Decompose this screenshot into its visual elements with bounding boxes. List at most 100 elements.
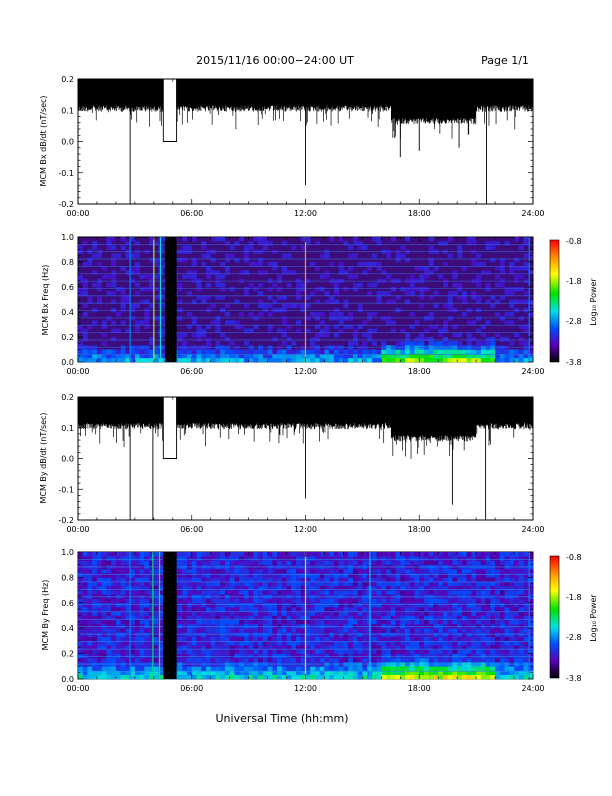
by-spectrogram-cell xyxy=(139,674,145,680)
by-spectrogram-cell xyxy=(158,577,164,582)
by-spectrogram-cell xyxy=(205,607,212,612)
by-spectrogram-cell xyxy=(191,653,197,659)
bx-spectrogram-cell xyxy=(92,253,98,259)
by-spectrogram-cell xyxy=(243,619,249,625)
bx-spectrogram-cell xyxy=(177,353,183,359)
bx-spectrogram-cell xyxy=(125,299,131,304)
by-spectrogram-cell xyxy=(158,585,164,591)
by-spectrogram-cell xyxy=(476,653,482,659)
by-spectrogram-cell xyxy=(224,628,230,633)
by-spectrogram-cell xyxy=(92,568,98,574)
by-spectrogram-cell xyxy=(130,623,136,629)
by-spectrogram-cell xyxy=(438,623,444,629)
by-spectrogram-cell xyxy=(106,636,112,642)
by-spectrogram-cell xyxy=(281,615,287,621)
by-spectrogram-cell xyxy=(158,670,164,676)
bx-spectrogram-cell xyxy=(101,357,107,363)
by-spectrogram-cell xyxy=(371,649,377,654)
bx-spectrogram-cell xyxy=(400,341,406,346)
bx-spectrogram-cell xyxy=(229,353,235,359)
by-spectrogram-cell xyxy=(523,628,529,633)
by-spectrogram-cell xyxy=(139,581,145,587)
by-spectrogram-cell xyxy=(466,598,472,604)
bx-spectrogram-cell xyxy=(499,257,505,263)
by-spectrogram-cell xyxy=(149,552,155,557)
bx-spectrogram-cell xyxy=(272,337,278,342)
by-spectrogram-cell xyxy=(187,585,193,591)
by-spectrogram-cell xyxy=(504,645,510,650)
by-spectrogram-cell xyxy=(319,674,325,680)
by-spectrogram-cell xyxy=(471,636,477,642)
by-spectrogram-cell xyxy=(509,611,515,616)
by-spectrogram-cell xyxy=(452,666,458,671)
by-spectrogram-cell xyxy=(310,611,316,616)
by-spectrogram-cell xyxy=(324,598,330,604)
bx-spectrogram-cell xyxy=(442,337,448,342)
by-spectrogram-cell xyxy=(300,556,306,561)
bx-spectrogram-cell xyxy=(111,237,117,242)
by-spectrogram-cell xyxy=(215,560,221,565)
bx-spectrogram-cell xyxy=(457,341,463,346)
by-spectrogram-cell xyxy=(277,560,283,565)
by-spectrogram-cell xyxy=(177,577,183,582)
bx-spectrogram-cell xyxy=(523,291,529,296)
by-spectrogram-cell xyxy=(201,657,207,663)
by-spectrogram-cell xyxy=(111,556,117,561)
by-spectrogram-cell xyxy=(187,628,193,633)
by-spectrogram-cell xyxy=(272,568,278,574)
bx-spectrogram-cell xyxy=(111,245,117,250)
by-spectrogram-cell xyxy=(514,670,520,676)
by-spectrogram-cell xyxy=(272,640,278,646)
by-spectrogram-cell xyxy=(305,573,311,578)
by-spectrogram-cell xyxy=(115,619,121,625)
by-spectrogram-cell xyxy=(319,568,325,574)
bx-spectrogram-cell xyxy=(158,316,164,321)
by-spectrogram-cell xyxy=(386,615,392,621)
by-spectrogram-cell xyxy=(466,590,472,595)
by-spectrogram-cell xyxy=(480,556,486,561)
bx-spectrogram-cell xyxy=(130,353,136,359)
bx-spectrogram-cell xyxy=(329,353,335,359)
by-spectrogram-cell xyxy=(428,623,434,629)
by-spectrogram-cell xyxy=(300,623,306,629)
bx-spectrogram-cell xyxy=(277,357,283,363)
by-spectrogram-cell xyxy=(523,657,529,663)
bx-spectrogram-cell xyxy=(457,357,463,363)
by-spectrogram-cell xyxy=(504,615,510,621)
by-spectrogram-cell xyxy=(196,556,202,561)
by-spectrogram-cell xyxy=(324,607,330,612)
by-spectrogram-cell xyxy=(101,560,107,565)
bx-spectrogram-cell xyxy=(348,349,354,354)
by-spectrogram-cell xyxy=(310,623,316,629)
bx-spectrogram-cell xyxy=(514,307,520,313)
bx-spectrogram-y-tick-label: 0.0 xyxy=(61,358,74,367)
by-spectrogram-cell xyxy=(442,623,448,629)
by-spectrogram-cell xyxy=(111,619,117,625)
by-spectrogram-cell xyxy=(329,628,335,633)
by-spectrogram-cell xyxy=(224,615,230,621)
bx-spectrogram-cell xyxy=(229,349,235,354)
by-spectrogram-cell xyxy=(277,598,283,604)
by-spectrogram-cell xyxy=(262,602,268,608)
by-spectrogram-cell xyxy=(182,645,188,650)
by-spectrogram-cell xyxy=(514,611,520,616)
bx-spectrogram-cell xyxy=(495,353,501,359)
bx-spectrogram-cell xyxy=(386,316,392,321)
by-spectrogram-cell xyxy=(239,649,245,654)
by-spectrogram-cell xyxy=(405,585,411,591)
bx-spectrogram-cell xyxy=(182,245,188,250)
by-spectrogram-cell xyxy=(201,568,207,574)
by-spectrogram-cell xyxy=(248,632,254,637)
by-spectrogram-cell xyxy=(485,632,491,637)
by-spectrogram-cell xyxy=(457,607,463,612)
by-spectrogram-cell xyxy=(381,607,387,612)
by-spectrogram-cell xyxy=(485,590,491,595)
by-spectrogram-cell xyxy=(447,649,453,654)
by-spectrogram-cell xyxy=(144,645,150,650)
bx-spectrogram-cell xyxy=(485,299,491,304)
bx-spectrogram-cell xyxy=(438,332,444,338)
by-spectrogram-cell xyxy=(158,666,164,671)
by-spectrogram-cell xyxy=(400,556,406,561)
by-spectrogram-cell xyxy=(390,666,396,671)
bx-spectrogram-cell xyxy=(476,328,482,334)
